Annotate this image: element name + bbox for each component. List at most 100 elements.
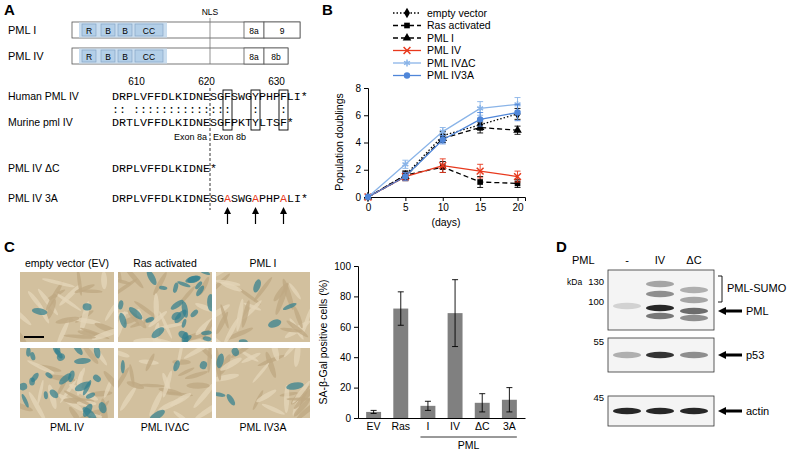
sequence-part: DRPLVFFDLKIDNESGFSWGYPHPFLI*	[112, 90, 308, 104]
tick-mark	[354, 266, 358, 267]
cell	[270, 348, 281, 362]
tick-mark	[354, 357, 358, 358]
stained-cell	[31, 307, 48, 316]
domain-label: CC	[143, 52, 155, 62]
domain-box	[101, 50, 115, 62]
data-point	[402, 170, 408, 181]
error-bar	[477, 113, 483, 127]
tick: 20	[512, 197, 524, 213]
tick: 10	[438, 197, 450, 213]
sequence-part: LI*	[287, 192, 308, 206]
sequence-part: SWG	[231, 192, 252, 206]
size-marker: 55	[593, 336, 604, 347]
exon-label: 9	[280, 26, 285, 36]
cell	[285, 319, 309, 339]
panel-c-chart: 020406080100EVRasIIVΔC3ASA-β-Gal positiv…	[317, 261, 526, 451]
stained-cell	[26, 348, 31, 357]
cell	[207, 348, 212, 373]
stained-cell	[48, 388, 60, 400]
tick-label: 0	[355, 192, 361, 203]
tick-label: 6	[355, 110, 361, 121]
tick-mark	[518, 197, 519, 201]
legend-marker	[404, 8, 410, 19]
residue-box	[279, 90, 288, 130]
size-marker: 45	[593, 392, 604, 403]
stained-cell	[82, 303, 92, 311]
tick-mark	[364, 143, 368, 144]
rbcc-region	[79, 49, 167, 64]
domain-label: B	[122, 52, 128, 62]
stained-cell	[216, 391, 226, 398]
tick: 8	[355, 83, 368, 94]
y-axis-title: SA-β-Gal positive cells (%)	[317, 279, 329, 404]
figure: ABCDPML IRBBCC8a9PML IVRBBCC8a8bNLS61062…	[0, 0, 807, 452]
isoform-backbone	[72, 22, 300, 38]
tick: 0	[345, 413, 358, 424]
exon-box	[244, 22, 264, 38]
tick-label: 0	[366, 202, 372, 213]
cell	[91, 326, 114, 342]
tick: 15	[475, 197, 487, 213]
band-label: p53	[746, 349, 764, 361]
data-point	[402, 161, 408, 168]
cell	[20, 326, 29, 342]
scale-bar	[24, 336, 44, 338]
alignment: :: :::::::::::::: : :	[112, 103, 287, 117]
legend-entry: PML IV3A	[393, 69, 474, 81]
tick-label: 0	[345, 413, 351, 424]
cell	[183, 348, 212, 360]
micrograph	[20, 272, 114, 342]
cell	[161, 370, 174, 398]
arrow	[718, 351, 742, 359]
stained-cell	[239, 339, 249, 342]
stained-cell	[145, 272, 159, 286]
stained-cell	[74, 357, 91, 364]
cell	[118, 310, 128, 340]
exon-box	[264, 48, 288, 64]
legend-label: Ras activated	[427, 19, 491, 31]
tick-mark	[354, 327, 358, 328]
micrograph	[216, 348, 310, 418]
exon-label: 8b	[271, 52, 281, 62]
data-point	[513, 125, 522, 132]
cell	[293, 348, 302, 367]
y-axis: 02468	[355, 83, 368, 203]
cell	[255, 388, 278, 404]
legend-marker	[404, 47, 411, 54]
data-point	[477, 168, 484, 175]
legend-label: PML IV3A	[427, 69, 474, 81]
cell	[230, 348, 253, 359]
stained-cell	[127, 305, 144, 321]
micrograph	[216, 272, 310, 342]
cell	[144, 353, 156, 372]
series-line	[368, 113, 518, 197]
cell	[118, 385, 138, 412]
exon-label: 8a	[249, 52, 259, 62]
error-bar	[440, 136, 446, 144]
tick: 80	[340, 291, 358, 302]
data-point	[365, 194, 371, 201]
data-point	[439, 162, 446, 169]
tick-label: 5	[403, 202, 409, 213]
cell	[55, 315, 80, 325]
cell	[216, 279, 241, 288]
tick-label: Ras	[391, 420, 410, 432]
group-label: PML	[458, 439, 480, 451]
micrograph	[118, 272, 212, 342]
band	[646, 291, 674, 297]
isoform-name: PML IV	[8, 50, 44, 62]
error-bar	[440, 159, 446, 173]
cell	[257, 353, 286, 367]
size-marker: 130	[588, 276, 604, 287]
cell	[64, 334, 97, 340]
series-line	[368, 104, 518, 197]
residue-box	[251, 90, 260, 130]
error-bar	[452, 280, 458, 347]
mutated-residue: A	[280, 192, 287, 206]
band	[646, 313, 674, 319]
isoform-backbone	[72, 48, 288, 64]
sequence-part: DRTLVFFDLKIDNESGFPKTYLTSF*	[112, 116, 294, 130]
band	[680, 297, 708, 303]
legend-label: PML IV	[427, 44, 461, 56]
legend-marker	[404, 72, 410, 78]
